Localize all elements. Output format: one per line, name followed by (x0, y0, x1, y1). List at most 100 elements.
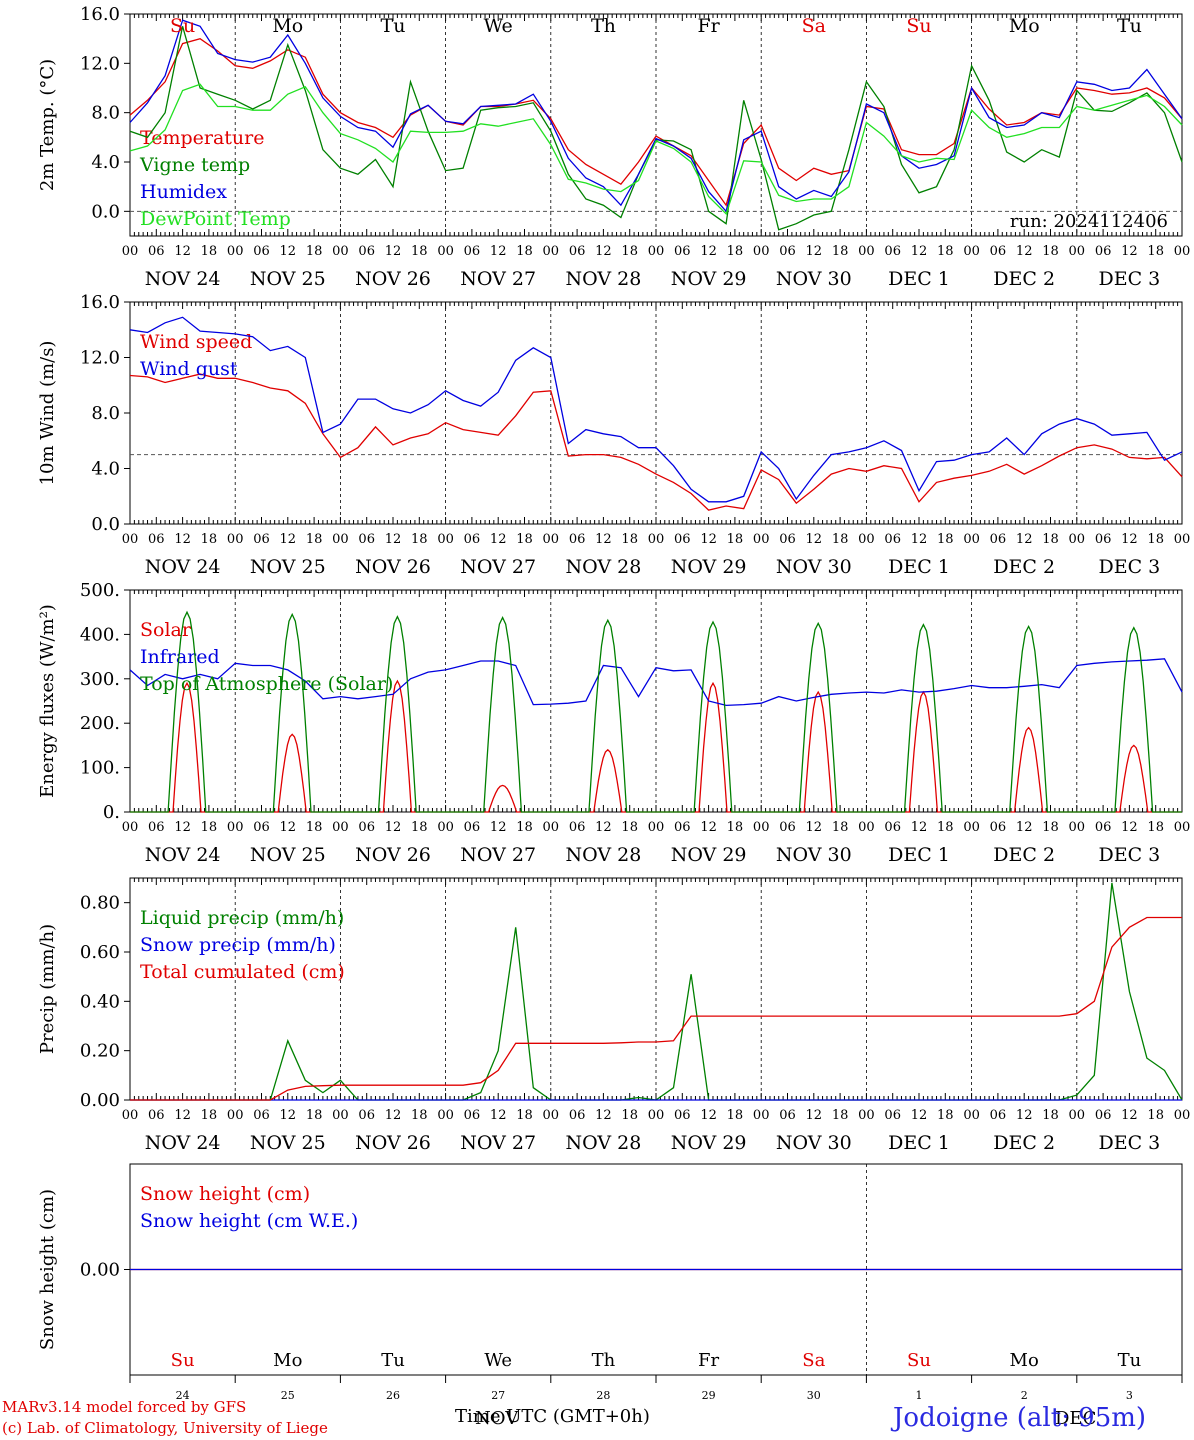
date-label: NOV 25 (250, 1132, 326, 1154)
hour-tick-label: 06 (464, 532, 481, 547)
hour-tick-label: 00 (543, 244, 560, 259)
y-axis-label: Energy fluxes (W/m²) (37, 604, 58, 798)
weekday-label: Mo (1010, 1350, 1039, 1371)
date-label: NOV 25 (250, 268, 326, 290)
hour-tick-label: 12 (1016, 1108, 1033, 1123)
y-axis-label: 2m Temp. (°C) (37, 59, 58, 191)
hour-tick-label: 12 (1121, 1108, 1138, 1123)
hour-tick-label: 12 (700, 532, 717, 547)
y-tick-label: 0.0 (91, 514, 120, 535)
hour-tick-label: 18 (937, 244, 954, 259)
day-number-label: 25 (281, 1389, 295, 1402)
hour-tick-label: 06 (464, 1108, 481, 1123)
series-wind-gust (129, 316, 1183, 503)
date-label: DEC 1 (888, 1132, 950, 1154)
hour-tick-label: 00 (122, 820, 139, 835)
weekday-label: Tu (381, 1350, 405, 1371)
hour-tick-label: 12 (1016, 244, 1033, 259)
hour-tick-label: 00 (122, 532, 139, 547)
hour-tick-label: 18 (306, 532, 323, 547)
hour-tick-label: 06 (569, 1108, 586, 1123)
hour-tick-label: 06 (148, 1108, 165, 1123)
hour-tick-label: 18 (411, 820, 428, 835)
hour-tick-label: 18 (832, 1108, 849, 1123)
hour-tick-label: 06 (884, 820, 901, 835)
weekday-label: Sa (802, 15, 826, 37)
date-label: NOV 30 (776, 1132, 852, 1154)
series-infrared (129, 658, 1183, 707)
y-tick-label: 500. (80, 580, 120, 601)
weekday-label: Mo (272, 15, 303, 37)
series-total-cumulated-cm- (130, 916, 1182, 1101)
hour-tick-label: 18 (621, 244, 638, 259)
hour-tick-label: 12 (280, 1108, 297, 1123)
hour-tick-label: 12 (806, 1108, 823, 1123)
hour-tick-label: 00 (753, 1108, 770, 1123)
date-label: NOV 29 (671, 1132, 747, 1154)
y-tick-label: 8.0 (91, 103, 120, 124)
hour-tick-label: 06 (1095, 532, 1112, 547)
hour-tick-label: 18 (201, 820, 218, 835)
hour-tick-label: 00 (1069, 1108, 1086, 1123)
hour-tick-label: 00 (753, 532, 770, 547)
hour-tick-label: 00 (858, 532, 875, 547)
panel-4: 0.00 Snow height (cm) Snow height (cm) Snow… (37, 1163, 1183, 1402)
hour-tick-label: 00 (332, 244, 349, 259)
hour-tick-label: 12 (490, 820, 507, 835)
weekday-label: Mo (273, 1350, 302, 1371)
date-label: NOV 24 (145, 1132, 221, 1154)
hour-tick-label: 18 (621, 820, 638, 835)
hour-tick-label: 00 (648, 532, 665, 547)
day-number-label: 28 (596, 1389, 610, 1402)
date-label: NOV 25 (250, 844, 326, 866)
y-tick-label: 12.0 (80, 348, 120, 369)
hour-tick-label: 00 (858, 1108, 875, 1123)
hour-tick-label: 06 (569, 532, 586, 547)
series-top-of-atmosphere-solar- (130, 610, 1182, 813)
hour-tick-label: 00 (648, 244, 665, 259)
hour-tick-label: 18 (1147, 820, 1164, 835)
hour-tick-label: 18 (1147, 1108, 1164, 1123)
hour-tick-label: 06 (464, 820, 481, 835)
date-label: DEC 1 (888, 556, 950, 578)
hour-tick-label: 00 (753, 820, 770, 835)
legend-entry: Snow height (cm W.E.) (140, 1210, 358, 1232)
hour-tick-label: 12 (1121, 244, 1138, 259)
hour-tick-label: 06 (674, 820, 691, 835)
hour-tick-label: 12 (806, 820, 823, 835)
y-tick-label: 0. (103, 802, 120, 823)
panel-1: 00 06 12 18 NOV 24 00 06 12 18 NOV 25 00 06 12 18 NOV … (37, 292, 1190, 578)
weekday-label: Th (592, 1350, 616, 1371)
date-label: NOV 24 (145, 268, 221, 290)
hour-tick-label: 18 (1042, 820, 1059, 835)
hour-tick-label: 18 (621, 1108, 638, 1123)
hour-tick-label: 06 (779, 820, 796, 835)
hour-tick-label: 06 (569, 820, 586, 835)
hour-tick-label: 00 (648, 820, 665, 835)
y-tick-label: 0.40 (80, 991, 120, 1012)
hour-tick-label: 00 (332, 532, 349, 547)
hour-tick-label: 00 (963, 1108, 980, 1123)
y-tick-label: 8.0 (91, 403, 120, 424)
hour-tick-label: 00 (963, 820, 980, 835)
y-tick-label: 16.0 (80, 4, 120, 25)
hour-tick-label: 18 (411, 244, 428, 259)
hour-tick-label: 06 (253, 244, 270, 259)
hour-tick-label: 12 (911, 244, 928, 259)
date-label: NOV 28 (565, 1132, 641, 1154)
hour-tick-label: 18 (516, 532, 533, 547)
hour-tick-label: 18 (832, 244, 849, 259)
date-label: NOV 30 (776, 268, 852, 290)
weekday-label: Su (171, 1350, 195, 1371)
date-label: NOV 26 (355, 844, 431, 866)
y-axis-label: Snow height (cm) (37, 1189, 58, 1350)
hour-tick-label: 06 (148, 244, 165, 259)
date-label: NOV 24 (145, 556, 221, 578)
hour-tick-label: 12 (911, 820, 928, 835)
location-label: Jodoigne (alt: 95m) (893, 1403, 1147, 1433)
series-temperature (129, 37, 1183, 207)
hour-tick-label: 12 (911, 1108, 928, 1123)
weekday-label: Tu (381, 15, 406, 37)
hour-tick-label: 00 (122, 244, 139, 259)
day-number-label: 29 (702, 1389, 716, 1402)
